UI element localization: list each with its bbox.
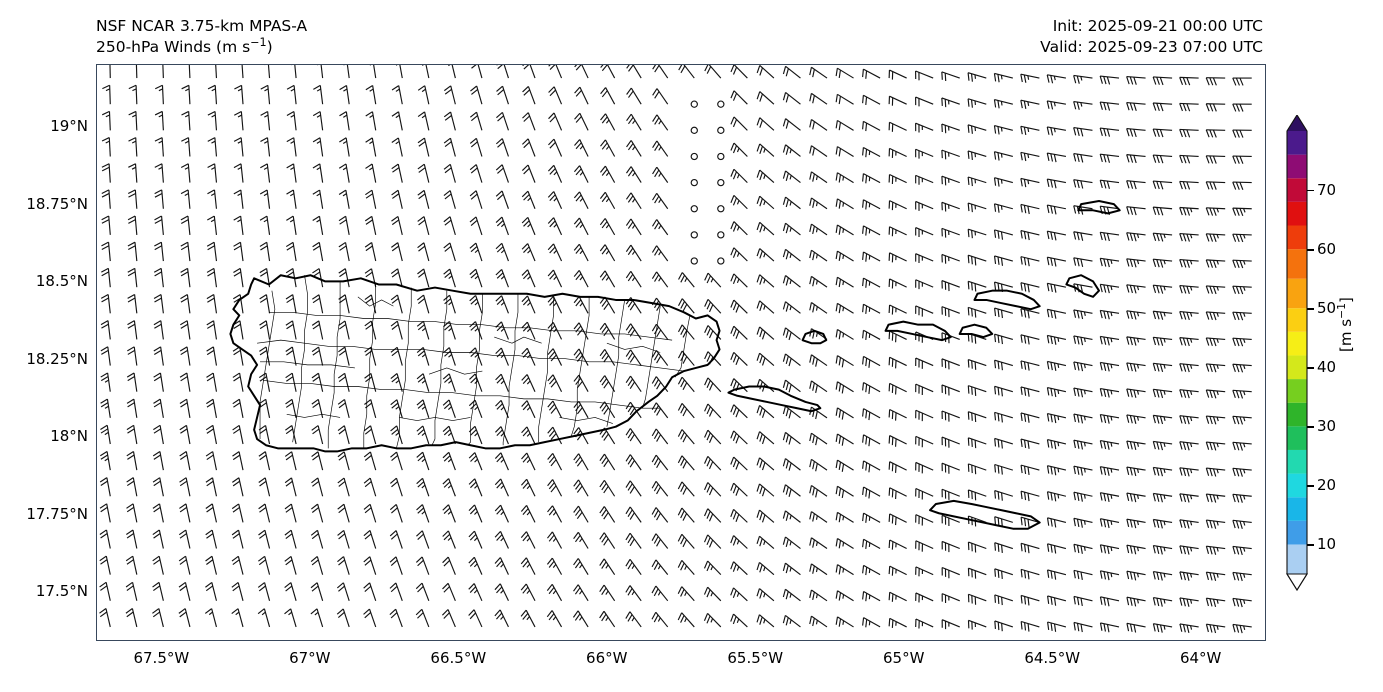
admin-boundaries bbox=[257, 275, 691, 449]
map-svg bbox=[99, 65, 1252, 634]
calm-wind-marker bbox=[717, 257, 725, 265]
calm-wind-marker bbox=[717, 231, 725, 239]
calm-wind-marker bbox=[690, 178, 698, 187]
coastline-st-thomas bbox=[884, 320, 952, 342]
colorbar-unit-label: [m s−1] bbox=[1335, 297, 1355, 352]
longitude-tick-labels: 67.5°W 67°W 66.5°W 66°W 65.5°W 65°W 64.5°W 64°W bbox=[96, 641, 1266, 671]
calm-wind-marker bbox=[690, 100, 698, 108]
colorbar-tick-30: 30 bbox=[1317, 417, 1337, 436]
colorbar-tick-40: 40 bbox=[1317, 358, 1337, 377]
latitude-tick-1: 18.75°N bbox=[26, 194, 88, 213]
longitude-tick-4: 65.5°W bbox=[727, 649, 784, 667]
longitude-tick-7: 64°W bbox=[1179, 649, 1222, 667]
coastline-anegada bbox=[1077, 200, 1121, 215]
coastlines bbox=[229, 200, 1121, 530]
calm-wind-marker bbox=[690, 257, 698, 265]
longitude-tick-6: 64.5°W bbox=[1024, 649, 1081, 667]
latitude-tick-5: 17.75°N bbox=[26, 504, 88, 523]
colorbar bbox=[1286, 115, 1308, 592]
coastline-virgin-gorda bbox=[1065, 274, 1100, 298]
init-time-label: Init: 2025-09-21 00:00 UTC bbox=[1052, 17, 1263, 35]
calm-wind-marker bbox=[717, 100, 725, 108]
field-name-label: 250-hPa Winds (m s−1) bbox=[96, 35, 273, 56]
colorbar-tickmark-3 bbox=[1307, 367, 1314, 369]
valid-time-label: Valid: 2025-09-23 07:00 UTC bbox=[1040, 38, 1263, 56]
colorbar-tick-60: 60 bbox=[1317, 240, 1337, 259]
calm-wind-marker bbox=[690, 205, 698, 213]
longitude-tick-5: 65°W bbox=[882, 649, 925, 667]
longitude-tick-0: 67.5°W bbox=[133, 649, 190, 667]
colorbar-tick-50: 50 bbox=[1317, 299, 1337, 318]
wind-barbs bbox=[99, 65, 1252, 634]
colorbar-tickmark-6 bbox=[1307, 190, 1314, 192]
map-axes bbox=[96, 64, 1266, 641]
latitude-tick-6: 17.5°N bbox=[35, 582, 88, 601]
coastline-st-john bbox=[958, 323, 994, 339]
calm-wind-marker bbox=[717, 205, 725, 213]
colorbar-tick-70: 70 bbox=[1317, 181, 1337, 200]
coastline-vieques bbox=[727, 385, 822, 413]
coastline-tortola bbox=[973, 289, 1041, 311]
coastline-st-croix bbox=[929, 499, 1041, 530]
latitude-tick-3: 18.25°N bbox=[26, 349, 88, 368]
colorbar-tick-labels: 10 20 30 40 50 60 70 bbox=[1307, 131, 1351, 574]
calm-wind-marker bbox=[717, 178, 725, 187]
calm-wind-marker bbox=[690, 126, 698, 135]
latitude-tick-labels: 19°N 18.75°N 18.5°N 18.25°N 18°N 17.75°N 17.5°… bbox=[0, 64, 88, 641]
colorbar-gradient bbox=[1286, 115, 1308, 592]
figure-title-right: Init: 2025-09-21 00:00 UTC Valid: 2025-0… bbox=[1040, 16, 1263, 58]
coastline-puerto-rico bbox=[229, 274, 721, 453]
colorbar-unit-exponent: −1 bbox=[1335, 303, 1348, 319]
calm-wind-marker bbox=[717, 152, 725, 161]
coastline-culebra bbox=[801, 329, 828, 345]
longitude-tick-1: 67°W bbox=[289, 649, 331, 667]
figure-title-left: NSF NCAR 3.75-km MPAS-A 250-hPa Winds (m… bbox=[96, 16, 307, 58]
calm-wind-marker bbox=[690, 152, 698, 161]
colorbar-tickmark-4 bbox=[1307, 308, 1314, 310]
calm-wind-marker bbox=[690, 231, 698, 239]
latitude-tick-2: 18.5°N bbox=[35, 272, 88, 291]
colorbar-tick-10: 10 bbox=[1317, 535, 1337, 554]
longitude-tick-2: 66.5°W bbox=[430, 649, 487, 667]
latitude-tick-4: 18°N bbox=[50, 427, 88, 446]
colorbar-tick-20: 20 bbox=[1317, 476, 1337, 495]
longitude-tick-3: 66°W bbox=[586, 649, 628, 667]
colorbar-tickmark-1 bbox=[1307, 485, 1314, 487]
colorbar-tickmark-0 bbox=[1307, 544, 1314, 546]
field-unit-exponent: −1 bbox=[250, 35, 267, 49]
model-name-label: NSF NCAR 3.75-km MPAS-A bbox=[96, 17, 308, 35]
colorbar-tickmark-5 bbox=[1307, 249, 1314, 251]
calm-wind-marker bbox=[717, 126, 725, 135]
latitude-tick-0: 19°N bbox=[50, 117, 88, 136]
colorbar-tickmark-2 bbox=[1307, 426, 1314, 428]
